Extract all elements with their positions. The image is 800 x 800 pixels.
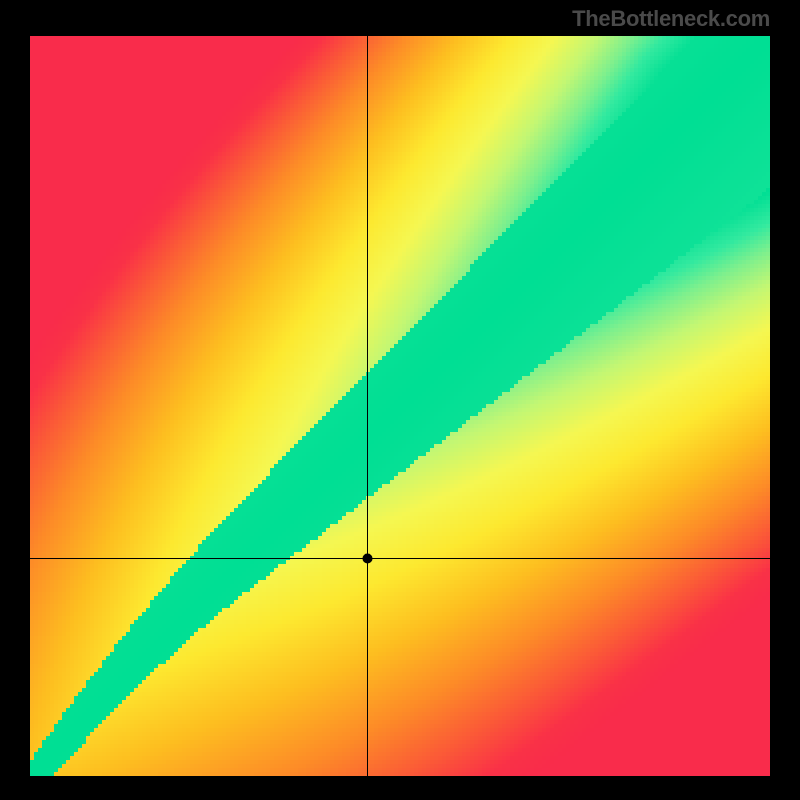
heatmap-canvas	[30, 36, 770, 776]
heatmap-plot	[30, 36, 770, 776]
attribution-text: TheBottleneck.com	[572, 6, 770, 32]
chart-frame: TheBottleneck.com	[0, 0, 800, 800]
